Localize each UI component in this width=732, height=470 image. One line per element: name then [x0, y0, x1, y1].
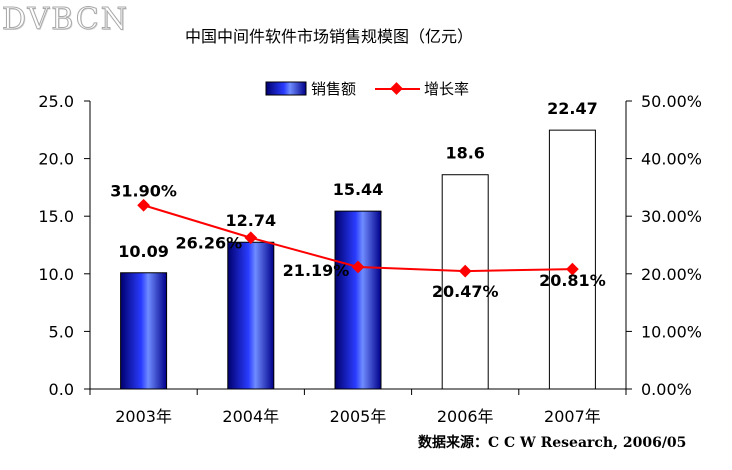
bar-value-label-0: 10.09 — [118, 242, 169, 261]
y-tick-label-left-0: 0.0 — [49, 380, 74, 399]
growth-rate-point-0 — [137, 198, 150, 212]
y-tick-label-right-1: 10.00% — [641, 322, 702, 341]
rate-value-label-2: 21.19% — [283, 261, 350, 280]
x-tick-label-2: 2005年 — [330, 407, 387, 426]
rate-value-label-1: 26.26% — [175, 234, 242, 253]
bar-value-label-3: 18.6 — [445, 144, 484, 163]
x-tick-label-0: 2003年 — [115, 407, 172, 426]
x-tick-label-4: 2007年 — [544, 407, 601, 426]
y-tick-label-right-4: 40.00% — [641, 150, 702, 169]
y-tick-label-left-3: 15.0 — [38, 207, 74, 226]
chart-title: 中国中间件软件市场销售规模图（亿元） — [185, 27, 474, 46]
legend: 销售额 增长率 — [265, 80, 469, 98]
growth-rate-point-3 — [458, 264, 472, 278]
rate-value-label-3: 20.47% — [432, 282, 499, 301]
y-tick-label-right-3: 30.00% — [641, 207, 702, 226]
bar-2 — [334, 210, 382, 390]
bar-0 — [120, 272, 168, 390]
y-tick-label-left-5: 25.0 — [38, 92, 74, 111]
source-note: 数据来源：C C W Research, 2006/05 — [418, 435, 687, 451]
bar-value-label-4: 22.47 — [547, 99, 598, 118]
x-tick-label-1: 2004年 — [222, 407, 279, 426]
y-tick-label-right-5: 50.00% — [641, 92, 702, 111]
bar-value-label-2: 15.44 — [333, 180, 384, 199]
bar-3 — [441, 174, 489, 390]
x-tick-label-3: 2006年 — [437, 407, 494, 426]
legend-bar-label: 销售额 — [311, 80, 356, 98]
y-tick-label-left-2: 10.0 — [38, 265, 74, 284]
bar-4 — [548, 129, 596, 390]
bar-1 — [227, 241, 275, 390]
growth-rate-point-2 — [351, 260, 365, 274]
bar-value-label-1: 12.74 — [225, 211, 276, 230]
rate-value-label-0: 31.90% — [110, 181, 177, 200]
rate-value-label-4: 20.81% — [539, 271, 606, 290]
y-tick-label-left-4: 20.0 — [38, 150, 74, 169]
growth-rate-point-1 — [244, 231, 258, 245]
legend-line-label: 增长率 — [424, 80, 469, 98]
watermark-logo: DVBCN — [2, 2, 129, 38]
legend-line-marker — [390, 82, 403, 95]
y-tick-label-right-0: 0.00% — [641, 380, 692, 399]
y-tick-label-right-2: 20.00% — [641, 265, 702, 284]
y-tick-label-left-1: 5.0 — [49, 322, 74, 341]
legend-bar-swatch — [265, 81, 307, 96]
